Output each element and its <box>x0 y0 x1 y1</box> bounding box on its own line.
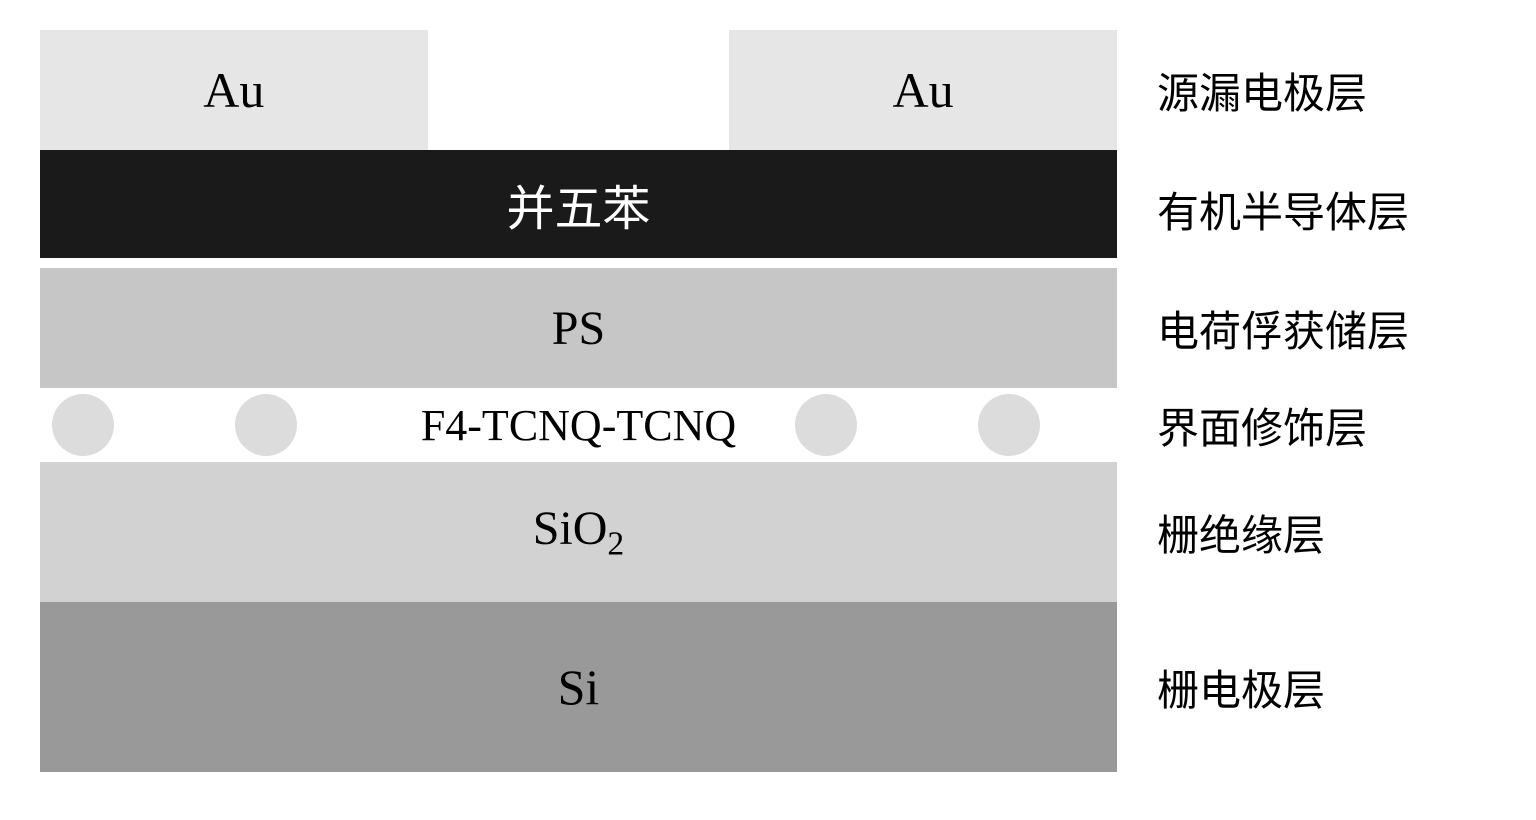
layer-annotations: 源漏电极层 有机半导体层 电荷俘获储层 界面修饰层 栅绝缘层 栅电极层 <box>1117 30 1496 790</box>
electrode-left: Au <box>40 30 428 150</box>
spacer-layer <box>40 258 1117 268</box>
interface-dot <box>795 394 857 456</box>
electrode-right: Au <box>729 30 1117 150</box>
gate-electrode-layer: Si <box>40 602 1117 772</box>
layer-stack-diagram: Au Au 并五苯 PS F4-TCNQ-TCNQ SiO2 Si 源漏电极层 … <box>40 30 1496 790</box>
gate-insulator-label: SiO2 <box>533 501 625 564</box>
annotation-gate-electrode: 栅电极层 <box>1157 602 1496 772</box>
charge-trap-layer: PS <box>40 268 1117 388</box>
organic-semiconductor-layer: 并五苯 <box>40 150 1117 258</box>
annotation-semiconductor: 有机半导体层 <box>1157 150 1496 268</box>
electrode-left-label: Au <box>203 61 264 119</box>
interface-dot <box>52 394 114 456</box>
semiconductor-label: 并五苯 <box>506 169 650 239</box>
annotation-interface: 界面修饰层 <box>1157 388 1496 462</box>
annotation-electrodes: 源漏电极层 <box>1157 30 1496 150</box>
gate-electrode-label: Si <box>558 658 600 716</box>
annotation-charge-trap: 电荷俘获储层 <box>1157 268 1496 388</box>
gate-insulator-layer: SiO2 <box>40 462 1117 602</box>
interface-modification-layer: F4-TCNQ-TCNQ <box>40 388 1117 462</box>
interface-dot <box>235 394 297 456</box>
charge-trap-label: PS <box>552 301 605 356</box>
source-drain-electrode-layer: Au Au <box>40 30 1117 150</box>
device-stack: Au Au 并五苯 PS F4-TCNQ-TCNQ SiO2 Si <box>40 30 1117 790</box>
interface-dot <box>978 394 1040 456</box>
interface-label: F4-TCNQ-TCNQ <box>421 400 736 451</box>
annotation-gate-insulator: 栅绝缘层 <box>1157 462 1496 602</box>
electrode-right-label: Au <box>893 61 954 119</box>
